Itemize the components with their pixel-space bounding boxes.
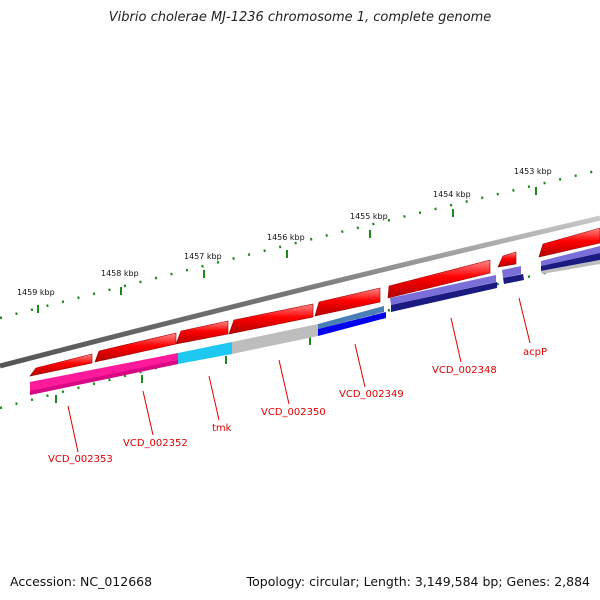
leader-line — [67, 405, 79, 453]
gene-arrow — [497, 251, 517, 268]
product-bar — [232, 324, 318, 354]
gene-label: VCD_002349 — [339, 389, 404, 400]
product-bar — [318, 306, 384, 329]
gene-label: VCD_002348 — [432, 365, 497, 376]
product-bars — [30, 246, 600, 395]
scale-label: 1457 kbp — [184, 252, 222, 261]
gene-arrow — [228, 303, 314, 335]
accession-text: Accession: NC_012668 — [10, 574, 153, 589]
gene-arrow — [387, 259, 491, 299]
genome-info-text: Topology: circular; Length: 3,149,584 bp… — [246, 574, 590, 589]
product-bar — [541, 253, 600, 271]
inner-scale — [0, 258, 600, 410]
gene-arrow — [314, 287, 381, 317]
product-bar — [318, 312, 386, 336]
product-bar — [502, 266, 521, 278]
product-bar — [178, 342, 232, 364]
scale-label: 1459 kbp — [17, 288, 55, 297]
gene-arrow — [538, 227, 600, 258]
leader-line — [208, 375, 220, 421]
label-leaders — [67, 297, 531, 453]
gene-label: VCD_002353 — [48, 454, 113, 465]
leader-line — [450, 317, 462, 363]
gene-arrow — [29, 353, 93, 377]
scale-label: 1456 kbp — [267, 233, 305, 242]
gene-arrows — [29, 227, 600, 377]
scale-label: 1455 kbp — [350, 212, 388, 221]
gene-label: acpP — [523, 347, 547, 358]
scale-label: 1458 kbp — [101, 269, 139, 278]
leader-line — [142, 390, 154, 436]
scale-label: 1454 kbp — [433, 190, 471, 199]
outer-scale — [0, 168, 600, 320]
product-bar — [30, 360, 178, 395]
product-bar — [541, 260, 600, 274]
product-bar — [541, 246, 600, 266]
leader-line — [354, 343, 366, 388]
leader-line — [278, 359, 290, 405]
product-bar — [390, 275, 496, 305]
gene-label: VCD_002350 — [261, 407, 326, 418]
leader-line — [518, 297, 531, 344]
gene-label: tmk — [212, 423, 232, 434]
gene-label: VCD_002352 — [123, 438, 188, 449]
map-title: Vibrio cholerae MJ-1236 chromosome 1, co… — [108, 10, 492, 25]
product-bar — [503, 274, 524, 284]
chromosome-backbone — [0, 215, 600, 369]
product-bar — [391, 282, 497, 312]
scale-label: 1453 kbp — [514, 167, 552, 176]
gene-arrow — [175, 320, 229, 345]
